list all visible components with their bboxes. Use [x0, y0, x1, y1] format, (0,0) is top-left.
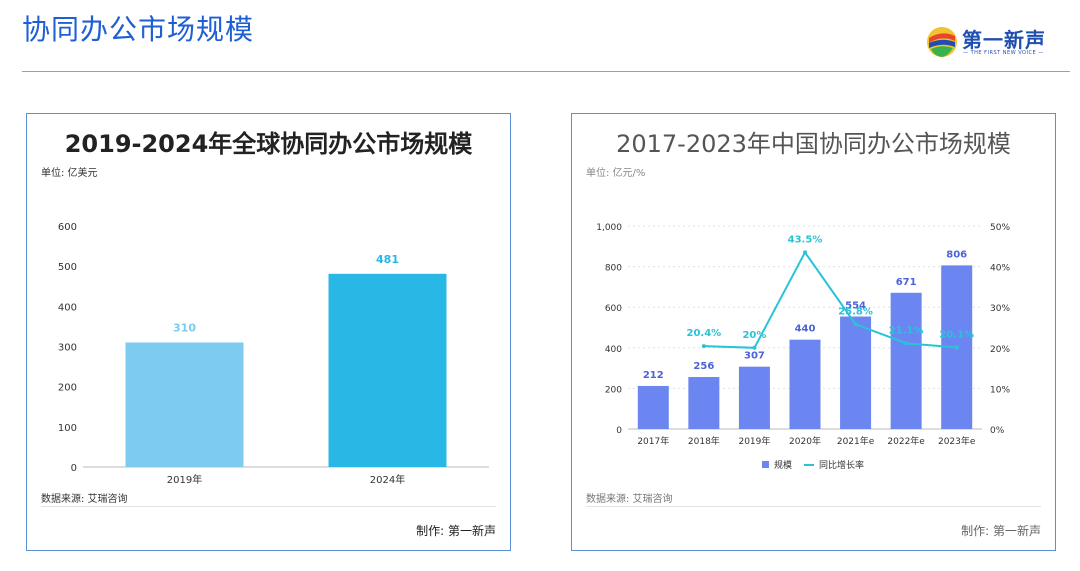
x-tick-label: 2017年: [637, 435, 669, 447]
bar: [328, 273, 447, 467]
source-divider: [586, 506, 1041, 507]
bar-data-label: 671: [896, 277, 917, 288]
y-tick-label: 0: [616, 426, 622, 436]
logo-mark-icon: [927, 27, 957, 57]
growth-data-label: 21.1%: [889, 325, 924, 336]
bar: [125, 342, 244, 467]
y-tick-label: 300: [58, 343, 77, 354]
y-tick-label: 600: [58, 222, 77, 233]
x-tick-label: 2018年: [688, 435, 720, 447]
y-tick-label: 100: [58, 423, 77, 434]
y-tick-label: 0: [71, 463, 77, 474]
unit-label: 单位: 亿美元: [41, 168, 98, 179]
bar-data-label: 806: [946, 249, 967, 260]
legend-label: 同比增长率: [819, 459, 864, 471]
header-divider: [22, 71, 1070, 72]
chart-title: 2019-2024年全球协同办公市场规模: [64, 130, 473, 158]
growth-point: [803, 250, 807, 255]
y-tick-label: 600: [605, 304, 622, 314]
growth-point: [701, 344, 706, 349]
logo-subtext: — THE FIRST NEW VOICE —: [963, 50, 1044, 56]
global-bar-chart: 0 100 200 300 400 500 600 310 2019年 481 2024年: [58, 222, 489, 486]
bar: [890, 292, 922, 429]
global-market-panel: 2019-2024年全球协同办公市场规模 单位: 亿美元 0 100 200 300 4…: [26, 113, 511, 551]
y-tick-label: 400: [58, 302, 77, 313]
legend-bar-swatch: [762, 461, 769, 468]
x-tick-label: 2022年e: [887, 435, 925, 447]
x-tick-label: 2019年: [167, 473, 202, 486]
y2-tick-label: 20%: [990, 345, 1010, 355]
legend-label: 规模: [774, 460, 792, 471]
growth-point: [904, 341, 909, 346]
source-label: 数据来源: 艾瑞咨询: [41, 494, 128, 505]
data-label: 481: [376, 253, 399, 266]
data-label: 310: [173, 321, 196, 334]
x-tick-label: 2023年e: [938, 435, 976, 447]
growth-point: [954, 345, 959, 350]
x-tick-label: 2024年: [370, 473, 405, 486]
bar-data-label: 554: [845, 301, 866, 312]
bar-data-label: 440: [795, 324, 816, 335]
y2-tick-label: 40%: [990, 264, 1010, 274]
growth-data-label: 25.8%: [838, 306, 873, 317]
unit-label: 单位: 亿元/%: [586, 168, 646, 179]
x-tick-label: 2019年: [738, 435, 770, 447]
y-tick-label: 200: [58, 383, 77, 394]
growth-rate-line: [703, 250, 957, 349]
bar: [840, 316, 872, 429]
growth-point: [853, 322, 858, 327]
china-market-panel: 2017-2023年中国协同办公市场规模 单位: 亿元/% 0 200 400 600…: [571, 113, 1056, 551]
y2-tick-label: 0%: [990, 426, 1005, 436]
bar-data-label: 256: [693, 361, 714, 372]
maker-label: 制作: 第一新声: [961, 524, 1041, 538]
source-divider: [41, 506, 496, 507]
maker-label: 制作: 第一新声: [416, 524, 496, 538]
y-tick-label: 400: [605, 345, 622, 355]
china-combo-chart: 0 200 400 600 800 1,000 0% 10% 20% 30% 40% 50% 212 20…: [596, 223, 1010, 471]
y-tick-label: 500: [58, 262, 77, 273]
bar-data-label: 212: [643, 370, 664, 381]
y2-tick-label: 50%: [990, 223, 1010, 233]
source-label: 数据来源: 艾瑞咨询: [586, 494, 673, 505]
chart-title: 2017-2023年中国协同办公市场规模: [616, 130, 1011, 158]
x-tick-label: 2020年: [789, 435, 821, 447]
bar: [738, 366, 770, 429]
growth-data-label: 20%: [742, 330, 766, 341]
bar: [688, 377, 720, 429]
bar: [789, 339, 821, 429]
x-tick-label: 2021年e: [837, 435, 875, 447]
y-tick-label: 1,000: [596, 223, 622, 233]
growth-data-label: 43.5%: [788, 234, 823, 245]
bar: [637, 385, 669, 429]
growth-data-label: 20.4%: [687, 328, 722, 339]
y2-tick-label: 30%: [990, 304, 1010, 314]
page-title: 协同办公市场规模: [22, 13, 255, 46]
bar-data-label: 307: [744, 351, 765, 362]
y2-tick-label: 10%: [990, 385, 1010, 395]
growth-data-label: 20.1%: [939, 329, 974, 340]
growth-point: [752, 345, 757, 350]
logo-text: 第一新声: [962, 28, 1046, 52]
y-tick-label: 200: [605, 385, 622, 395]
y-tick-label: 800: [605, 264, 622, 274]
brand-logo: 第一新声 — THE FIRST NEW VOICE —: [926, 24, 1056, 60]
